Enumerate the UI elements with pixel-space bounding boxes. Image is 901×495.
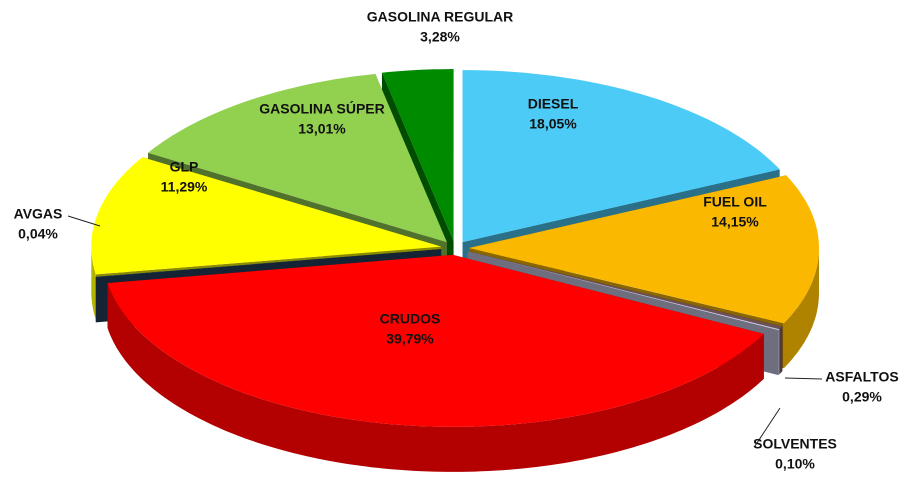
slice-value: 13,01% xyxy=(298,121,346,137)
slice-label: GASOLINA REGULAR xyxy=(367,9,513,25)
slice xyxy=(107,254,764,472)
slice-top xyxy=(107,254,764,427)
slice-label: SOLVENTES xyxy=(753,436,837,452)
slice-value: 14,15% xyxy=(711,214,759,230)
leader-line xyxy=(754,407,781,447)
slice-wall xyxy=(779,326,783,375)
slice-top xyxy=(467,251,780,331)
slice-label: FUEL OIL xyxy=(703,194,767,210)
slice-label: CRUDOS xyxy=(380,311,441,327)
slice-top xyxy=(95,249,442,278)
slice-value: 3,28% xyxy=(420,29,460,45)
slice-value: 0,04% xyxy=(18,226,58,242)
leader-line xyxy=(784,377,823,380)
slice-top xyxy=(148,73,447,243)
slice-wall xyxy=(91,246,96,320)
slice-top xyxy=(467,251,783,330)
slice-label: AVGAS xyxy=(14,206,63,222)
slice-top xyxy=(462,70,780,243)
slice-wall xyxy=(107,283,764,472)
slice-top xyxy=(468,175,819,324)
slice-value: 11,29% xyxy=(161,179,208,195)
slice-label: GASOLINA SÚPER xyxy=(259,100,385,117)
slice-value: 0,10% xyxy=(775,456,815,472)
slice-wall xyxy=(783,248,819,369)
slice-label: DIESEL xyxy=(528,96,579,112)
slice-value: 0,29% xyxy=(842,389,882,405)
slice-label: GLP xyxy=(170,159,199,175)
slice-label: ASFALTOS xyxy=(825,369,898,385)
leader-line xyxy=(67,215,101,227)
slice-top xyxy=(381,69,454,242)
slice-top xyxy=(91,157,442,275)
slice-wall xyxy=(778,329,780,376)
slice-value: 39,79% xyxy=(386,331,434,347)
slice-value: 18,05% xyxy=(529,116,577,132)
